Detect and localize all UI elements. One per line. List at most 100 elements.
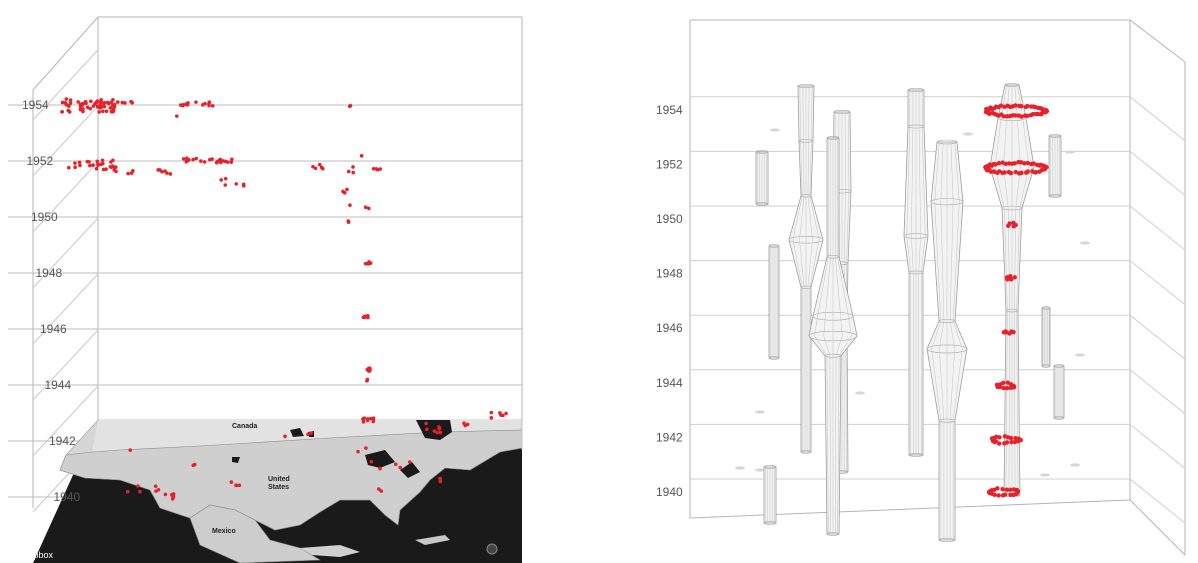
map-label-united: United (268, 476, 290, 483)
data-point (120, 100, 125, 105)
data-point (313, 166, 318, 171)
data-point (98, 100, 103, 105)
data-point (129, 99, 133, 104)
y-tick-label: 1946 (40, 322, 67, 336)
data-point (1003, 329, 1008, 334)
flat-marker (735, 466, 745, 470)
y-tick-label: 1940 (656, 485, 683, 499)
data-point (283, 434, 287, 439)
data-point (160, 169, 164, 174)
data-point (126, 171, 130, 176)
y-tick-label: 1942 (656, 430, 683, 444)
y-tick-label: 1940 (54, 490, 81, 504)
cylinder-line (823, 138, 831, 535)
data-point (437, 427, 442, 431)
data-point (990, 110, 995, 116)
data-point (997, 441, 1002, 446)
right-box-frame (689, 19, 1186, 556)
data-point (138, 489, 142, 494)
flat-marker (755, 468, 765, 472)
data-point (1019, 104, 1024, 109)
data-point (112, 102, 117, 107)
data-point (163, 492, 168, 497)
data-point (363, 205, 368, 210)
cylinder-line (931, 141, 942, 540)
flat-marker (770, 128, 780, 132)
data-point (1006, 169, 1012, 175)
flat-marker (755, 410, 765, 414)
data-point (123, 101, 127, 105)
left-panel: Canada United States Mexico mapbox 1954 1… (8, 16, 523, 563)
data-point (156, 168, 160, 172)
data-point (1013, 103, 1018, 108)
data-point (374, 167, 379, 171)
data-point (425, 427, 429, 432)
data-point (1008, 435, 1014, 441)
data-point (398, 465, 403, 470)
data-point (438, 476, 442, 481)
data-point (125, 490, 130, 494)
data-point (94, 166, 99, 171)
mapbox-attribution[interactable]: mapbox (21, 550, 54, 560)
data-point (365, 377, 370, 382)
cylinder (755, 150, 769, 206)
data-point (165, 171, 169, 175)
data-point (101, 109, 105, 114)
y-tick-label: 1954 (22, 98, 49, 112)
data-point (229, 480, 234, 484)
data-point (1025, 103, 1030, 109)
data-point (1009, 329, 1014, 334)
data-point (95, 104, 100, 109)
cylinder-line (906, 90, 911, 455)
data-point (113, 165, 118, 169)
data-point (1000, 486, 1005, 492)
data-point (311, 164, 315, 169)
data-point (88, 163, 92, 168)
data-point (1022, 113, 1028, 118)
data-point (995, 486, 1000, 491)
cylinder-line (809, 85, 820, 452)
grid-diagonal (1129, 260, 1186, 305)
data-point (207, 101, 211, 106)
grid-diagonal (1129, 96, 1186, 142)
data-point (432, 429, 437, 433)
data-point (361, 417, 366, 422)
data-point (1005, 114, 1010, 119)
map-info-icon[interactable] (486, 543, 498, 555)
data-point (114, 169, 118, 174)
flat-marker (1040, 473, 1050, 477)
data-point (319, 165, 324, 170)
map-base: Canada United States Mexico mapbox (9, 419, 523, 563)
y-tick-label: 1948 (656, 267, 683, 281)
data-point (96, 162, 100, 167)
grid-diagonal (32, 217, 99, 289)
data-point (194, 100, 198, 104)
right-y-axis-ticks: 1954 1952 1950 1948 1946 1944 1942 1940 (656, 103, 683, 499)
data-point (97, 110, 102, 114)
data-point (210, 157, 214, 161)
data-point (192, 462, 197, 467)
data-point (214, 160, 219, 165)
y-tick-label: 1942 (49, 434, 76, 448)
map-label-canada: Canada (232, 423, 257, 430)
data-point (181, 157, 186, 161)
mapbox-logo-icon (9, 550, 19, 560)
data-point (462, 421, 466, 426)
y-tick-label: 1944 (45, 378, 72, 392)
data-point (168, 172, 173, 176)
right-cylinders (755, 83, 1065, 542)
data-point (76, 100, 80, 104)
data-point (104, 109, 109, 114)
y-tick-label: 1950 (656, 212, 683, 226)
data-point (60, 100, 65, 105)
data-point (85, 105, 90, 110)
data-point (111, 158, 115, 163)
map-label-states: States (268, 484, 289, 491)
data-point (1031, 161, 1037, 166)
data-point (174, 114, 179, 118)
data-point (77, 160, 82, 165)
data-point (210, 104, 215, 108)
data-point (115, 100, 120, 104)
data-point (371, 417, 376, 421)
grid-diagonal (1129, 314, 1186, 360)
